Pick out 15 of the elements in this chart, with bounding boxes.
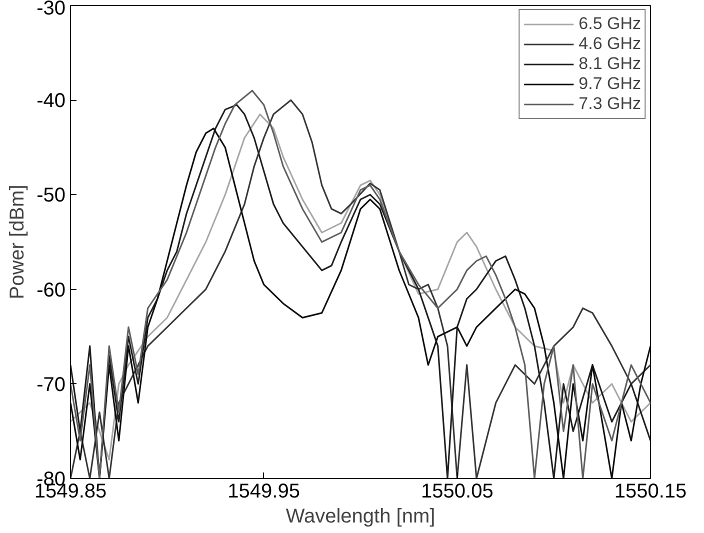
y-tick-label: -70 <box>36 374 66 396</box>
legend-label: 9.7 GHz <box>578 74 641 94</box>
y-axis-title: Power [dBm] <box>6 184 29 300</box>
x-tick-label: 1550.05 <box>421 480 494 502</box>
legend-label: 8.1 GHz <box>578 54 641 74</box>
y-tick-label: -50 <box>36 184 66 207</box>
y-tick-label: -40 <box>36 90 66 112</box>
x-tick-label: 1549.95 <box>228 480 300 502</box>
y-tick-label: -30 <box>36 0 66 20</box>
legend-label: 4.6 GHz <box>578 34 641 54</box>
y-tick-label: -60 <box>36 279 66 302</box>
x-tick-label: 1550.15 <box>614 480 687 502</box>
x-axis-title: Wavelength [nm] <box>286 506 436 528</box>
legend-label: 6.5 GHz <box>578 14 641 34</box>
legend-label: 7.3 GHz <box>578 94 641 114</box>
